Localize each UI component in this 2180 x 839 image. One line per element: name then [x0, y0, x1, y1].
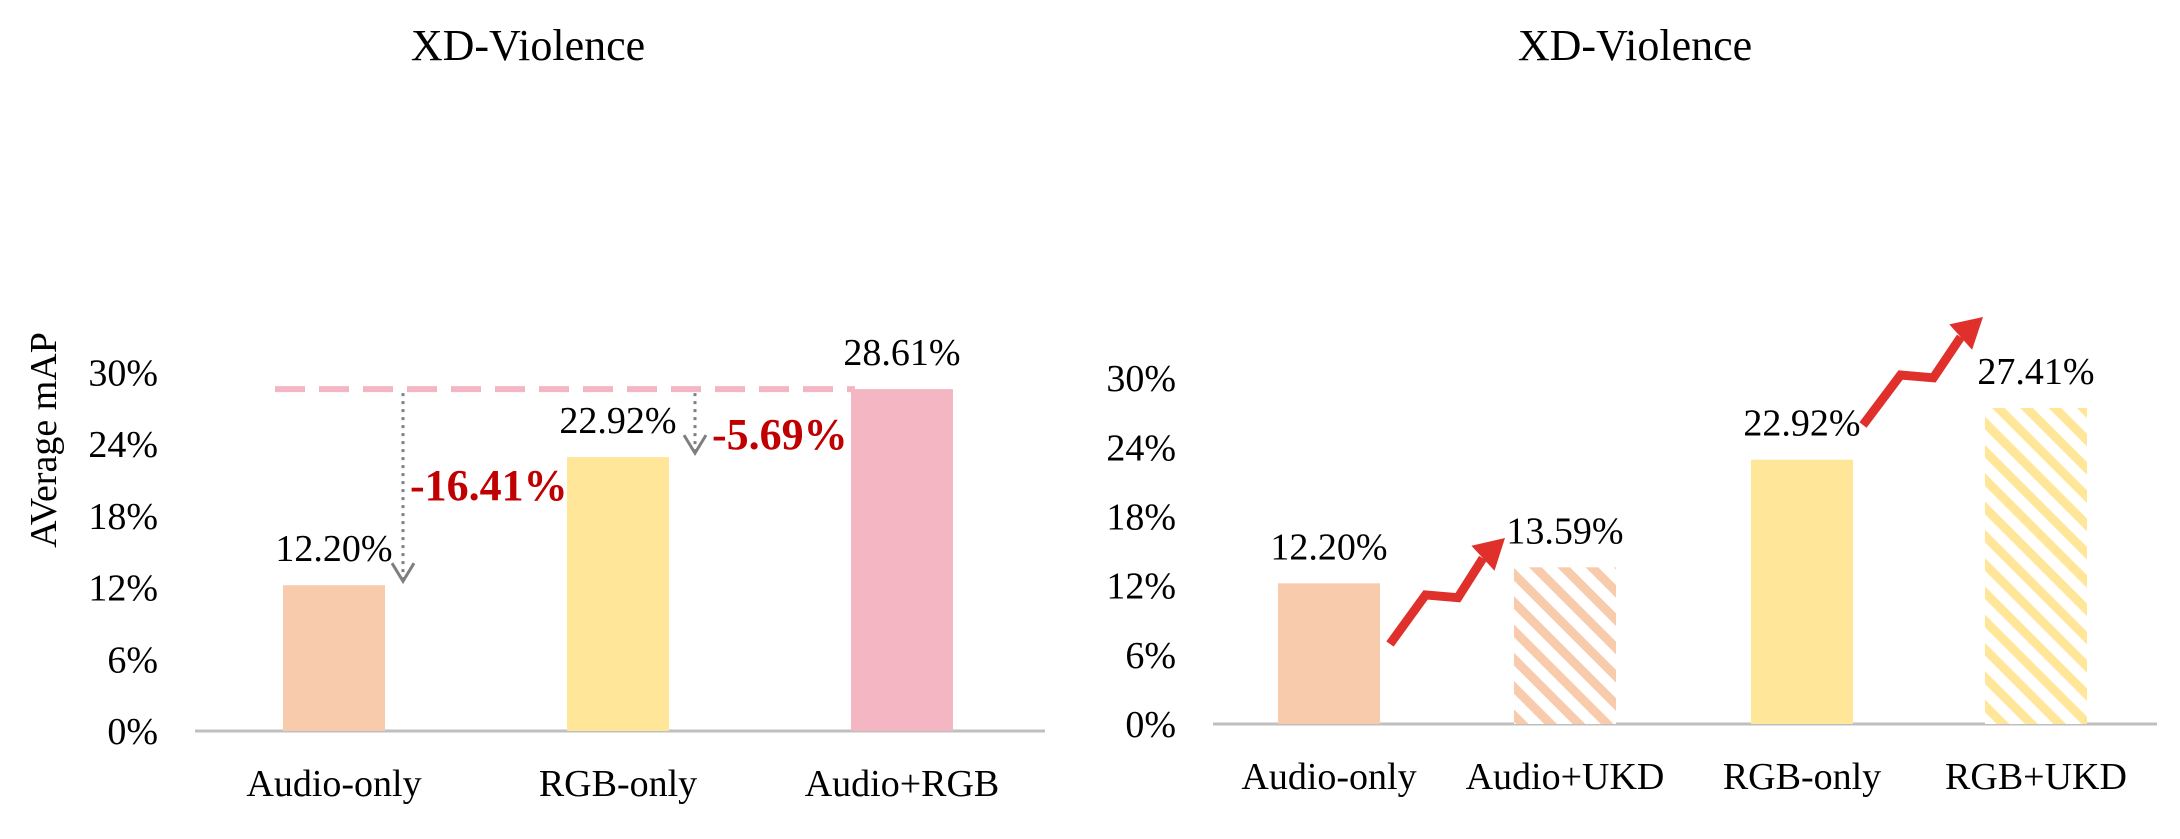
chart-right-category-label: Audio+UKD [1466, 756, 1665, 798]
chart-right-y-tick-label: 24% [1106, 427, 1176, 469]
chart-left-y-tick-label: 18% [88, 496, 158, 538]
chart-right-value-label: 22.92% [1743, 403, 1860, 445]
chart-left-y-ticks: 0% 6% 12% 18% 24% 30% [88, 353, 158, 754]
chart-right-value-label: 13.59% [1506, 510, 1623, 552]
chart-right-bar-0 [1278, 583, 1380, 724]
chart-left-value-label: 28.61% [843, 332, 960, 374]
chart-left-annotations: -16.41% -5.69% [390, 393, 848, 585]
chart-right-category-label: Audio-only [1241, 756, 1416, 798]
chart-right-value-label: 27.41% [1977, 351, 2094, 393]
chart-right-title: XD-Violence [1518, 21, 1752, 70]
chart-right-bar-2 [1751, 459, 1853, 724]
chart-left-title: XD-Violence [411, 21, 645, 70]
chart-left-ylabel: AVerage mAP [23, 332, 65, 548]
chart-left-y-tick-label: 12% [88, 568, 158, 610]
chart-right-bar-3 [1985, 407, 2087, 724]
chart-right-gain-arrow-line [1386, 555, 1487, 647]
chart-left-y-tick-label: 0% [107, 711, 158, 753]
chart-left-delta-label: -5.69% [712, 410, 848, 459]
chart-right-bars: 12.20% Audio-only 13.59% Audio+UKD 22.92% RGB… [1241, 351, 2127, 798]
chart-left-y-tick-label: 24% [88, 424, 158, 466]
chart-right-y-tick-label: 12% [1106, 566, 1176, 608]
chart-left-bar-0 [283, 585, 385, 731]
chart-right-y-tick-label: 6% [1125, 635, 1176, 677]
chart-right-category-label: RGB+UKD [1945, 756, 2127, 798]
chart-left-value-label: 12.20% [275, 528, 392, 570]
chart-right-y-ticks: 0% 6% 12% 18% 24% 30% [1106, 358, 1176, 746]
chart-right-gain-arrow-line [1859, 334, 1965, 428]
chart-right-y-tick-label: 30% [1106, 358, 1176, 400]
chart-right-y-tick-label: 18% [1106, 496, 1176, 538]
chart-left-drop-arrow-head [390, 562, 416, 585]
chart-left-bar-2 [851, 389, 953, 731]
chart-left-drop-arrow-head [682, 434, 708, 456]
chart-left-y-tick-label: 30% [88, 353, 158, 395]
chart-left-delta-label: -16.41% [410, 461, 568, 510]
chart-right-category-label: RGB-only [1723, 756, 1881, 798]
chart-left-category-label: Audio+RGB [805, 763, 1000, 805]
chart-right-gain-arrows [1386, 317, 1983, 647]
chart-right-gain-arrow-head [1949, 317, 1983, 350]
chart-left-audio-rgb: XD-Violence AVerage mAP 0% 6% 12% 18% 24% 30%… [23, 21, 1045, 805]
chart-left-category-label: Audio-only [246, 763, 421, 805]
chart-left-bars: 12.20% Audio-only 22.92% RGB-only 28.61% Audi… [246, 332, 999, 805]
chart-right-gain-arrow-head [1471, 538, 1505, 571]
chart-left-bar-1 [567, 457, 669, 731]
chart-left-y-tick-label: 6% [107, 639, 158, 681]
chart-right-ukd: XD-Violence 0% 6% 12% 18% 24% 30% 12.20% Audio… [1106, 21, 2157, 798]
chart-right-y-tick-label: 0% [1125, 704, 1176, 746]
chart-right-value-label: 12.20% [1270, 526, 1387, 568]
chart-left-value-label: 22.92% [559, 400, 676, 442]
chart-left-category-label: RGB-only [539, 763, 697, 805]
chart-right-bar-1 [1514, 567, 1616, 724]
